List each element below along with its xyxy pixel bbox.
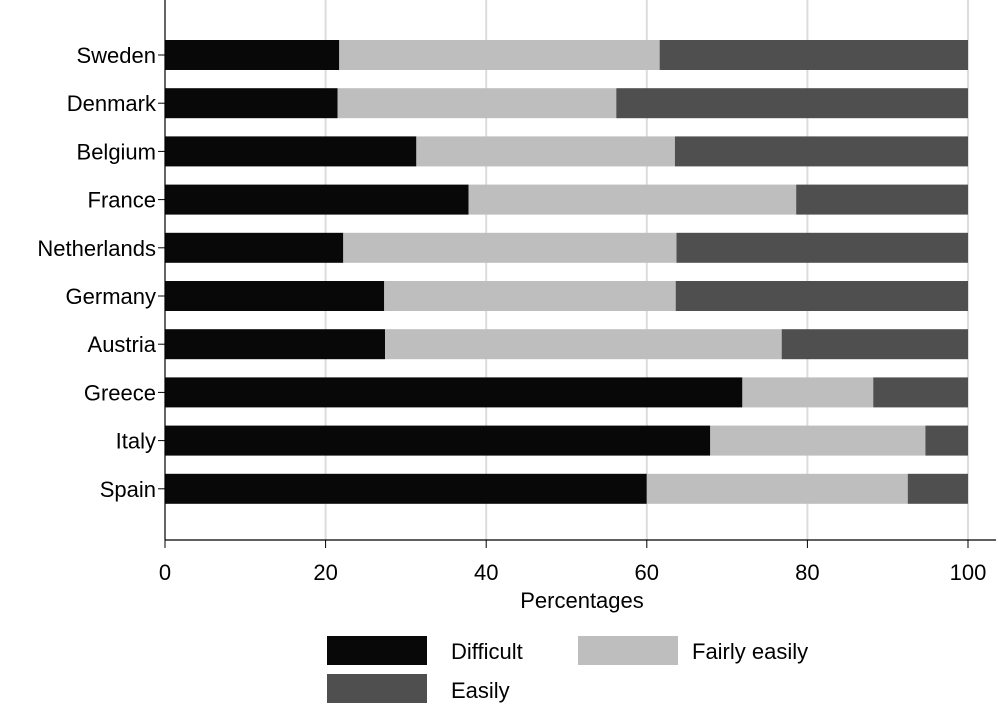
- y-axis-labels: Sweden Denmark Belgium France Netherlands Ger…: [37, 43, 165, 502]
- bar-segment: [339, 40, 660, 70]
- category-label: Germany: [66, 284, 156, 309]
- category-label: Denmark: [67, 91, 157, 116]
- category-label: Sweden: [76, 43, 156, 68]
- x-tick-label: 80: [795, 560, 819, 585]
- x-axis-title: Percentages: [520, 588, 644, 613]
- category-label: France: [88, 188, 156, 213]
- bar-segment: [165, 184, 469, 215]
- legend-label: Easily: [451, 678, 510, 703]
- bar-segment: [343, 232, 677, 263]
- legend-swatch: [578, 636, 678, 665]
- bar-segment: [616, 88, 968, 119]
- bar-segment: [165, 425, 711, 456]
- category-label: Netherlands: [37, 236, 156, 261]
- x-tick-label: 20: [313, 560, 337, 585]
- bar-segment: [165, 377, 743, 408]
- bar-segment: [925, 425, 968, 456]
- x-axis-ticks: 0 20 40 60 80 100: [159, 540, 986, 585]
- bar-segment: [710, 425, 926, 456]
- bar-segment: [781, 329, 968, 360]
- bar-segment: [385, 329, 782, 360]
- x-tick-label: 100: [950, 560, 987, 585]
- bars: [165, 40, 968, 504]
- axes: [164, 0, 996, 541]
- bar-segment: [676, 232, 968, 263]
- x-tick-label: 60: [635, 560, 659, 585]
- legend-label: Fairly easily: [692, 639, 808, 664]
- bar-segment: [165, 473, 647, 504]
- bar-segment: [384, 281, 676, 311]
- bar-segment: [742, 377, 874, 408]
- bar-segment: [907, 473, 968, 504]
- bar-segment: [165, 88, 338, 119]
- bar-segment: [468, 184, 797, 215]
- bar-segment: [659, 40, 968, 70]
- legend-swatch: [327, 674, 427, 703]
- x-tick-label: 40: [474, 560, 498, 585]
- category-label: Italy: [116, 429, 156, 454]
- bar-segment: [165, 40, 340, 70]
- category-label: Greece: [84, 380, 156, 405]
- bar-segment: [873, 377, 968, 408]
- legend-swatch: [327, 636, 427, 665]
- legend: Difficult Fairly easily Easily: [327, 636, 808, 703]
- x-tick-label: 0: [159, 560, 171, 585]
- bar-segment: [796, 184, 968, 215]
- bar-segment: [646, 473, 908, 504]
- legend-label: Difficult: [451, 639, 523, 664]
- bar-segment: [165, 329, 386, 360]
- bar-segment: [337, 88, 617, 119]
- bar-segment: [165, 136, 417, 167]
- bar-segment: [165, 232, 344, 263]
- bar-segment: [675, 281, 968, 311]
- gridlines: [324, 0, 969, 540]
- category-label: Spain: [100, 477, 156, 502]
- bar-segment: [416, 136, 675, 167]
- bar-segment: [165, 281, 385, 311]
- category-label: Belgium: [77, 139, 156, 164]
- category-label: Austria: [88, 332, 157, 357]
- bar-segment: [674, 136, 968, 167]
